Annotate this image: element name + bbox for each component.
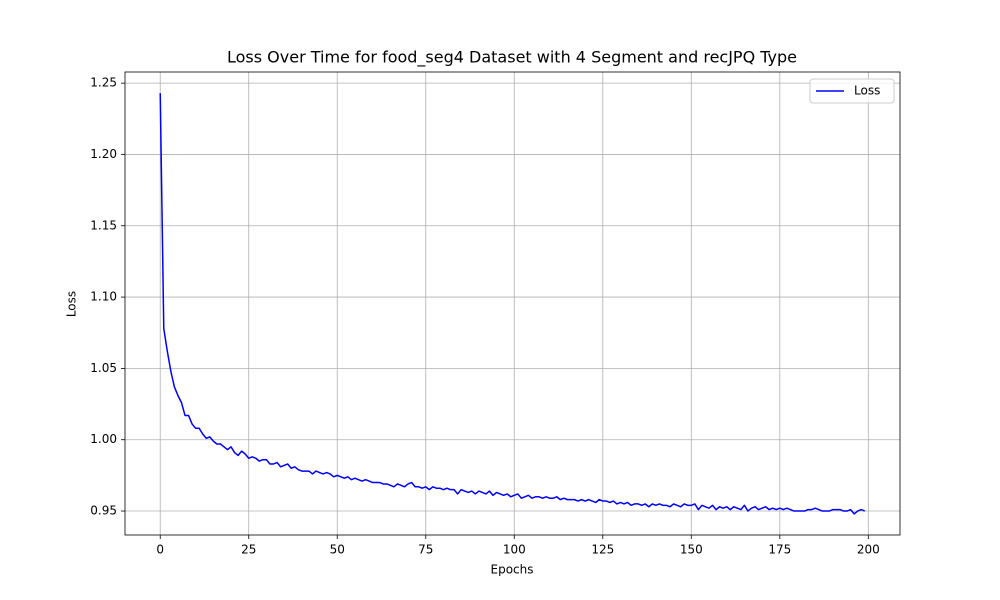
x-tick-label: 175 [768, 543, 791, 557]
chart-title: Loss Over Time for food_seg4 Dataset wit… [227, 48, 797, 68]
y-tick-label: 1.10 [90, 290, 117, 304]
x-tick-label: 100 [503, 543, 526, 557]
x-tick-label: 50 [330, 543, 345, 557]
legend-label: Loss [854, 84, 880, 98]
x-tick-label: 0 [156, 543, 164, 557]
loss-line [159, 93, 866, 515]
x-tick-label: 25 [241, 543, 256, 557]
plot-frame [124, 71, 901, 536]
y-tick-label: 1.05 [90, 361, 117, 375]
y-axis-label: Loss [65, 291, 79, 317]
y-tick-label: 1.00 [90, 432, 117, 446]
y-tick-label: 1.15 [90, 218, 117, 232]
legend: Loss [809, 78, 895, 104]
y-tick-label: 1.25 [90, 76, 117, 90]
y-tick-label: 0.95 [90, 504, 117, 518]
x-tick-label: 125 [591, 543, 614, 557]
x-tick-label: 200 [857, 543, 880, 557]
x-axis-label: Epochs [491, 563, 534, 577]
x-tick-label: 75 [418, 543, 433, 557]
y-tick-label: 1.20 [90, 147, 117, 161]
x-tick-label: 150 [680, 543, 703, 557]
legend-box [809, 78, 895, 104]
